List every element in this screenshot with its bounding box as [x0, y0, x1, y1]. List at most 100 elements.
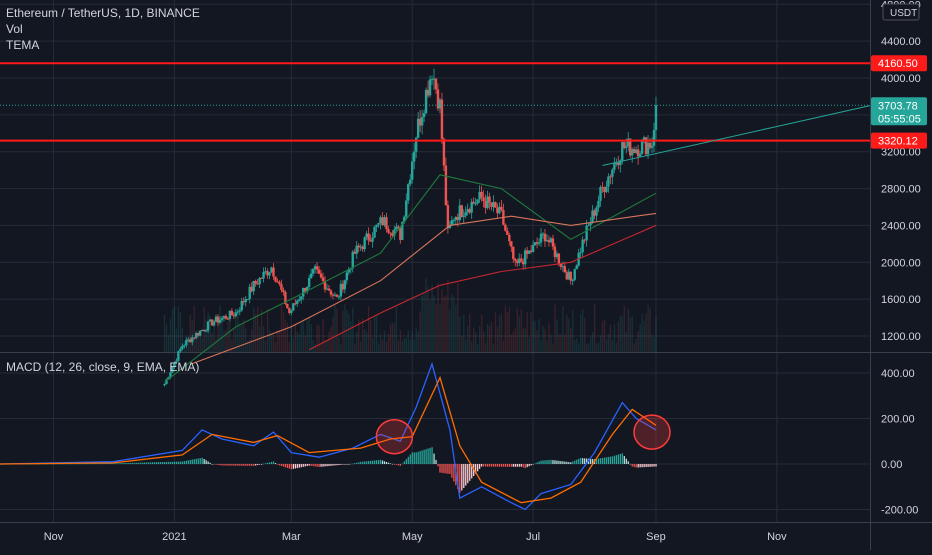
macd-indicator-label[interactable]: MACD (12, 26, close, 9, EMA, EMA): [6, 360, 200, 374]
macd-histogram-bar: [144, 462, 146, 464]
price-axis-tick: 2400.00: [881, 220, 921, 232]
volume-bar: [629, 317, 631, 352]
volume-bar: [441, 289, 443, 352]
candle-body: [559, 263, 563, 267]
candle-body: [446, 205, 450, 229]
macd-histogram-bar: [439, 464, 441, 473]
macd-histogram-bar: [625, 458, 627, 464]
candle-body: [351, 251, 354, 269]
crossover-circle-2: [633, 414, 671, 450]
currency-badge[interactable]: [882, 3, 920, 21]
volume-bar: [266, 308, 269, 352]
macd-histogram-bar: [266, 462, 269, 464]
volume-bar: [635, 338, 637, 352]
volume-bar: [201, 337, 203, 352]
candle-body: [521, 261, 525, 265]
volume-bar: [215, 338, 217, 352]
volume-bar: [447, 279, 449, 352]
volume-bar: [421, 295, 423, 352]
macd-histogram-bar: [308, 464, 310, 466]
candle-body: [226, 318, 230, 320]
candle-body: [341, 283, 345, 290]
volume-bar: [205, 319, 207, 352]
volume-bar: [167, 334, 170, 352]
macd-histogram-bar: [605, 457, 608, 464]
candle-body: [363, 237, 366, 250]
macd-histogram-bar: [401, 463, 404, 465]
macd-histogram-bar: [247, 464, 249, 466]
candle-body: [613, 163, 616, 170]
candle-body: [371, 237, 374, 242]
macd-histogram-bar: [239, 464, 241, 466]
macd-histogram-bar: [150, 462, 152, 464]
candle-body: [462, 215, 465, 217]
macd-histogram-bar: [546, 460, 548, 464]
candle-body: [315, 266, 319, 270]
volume-bar: [465, 339, 467, 352]
candle-body: [240, 301, 243, 311]
macd-histogram-bar: [433, 453, 435, 464]
volume-bar: [486, 324, 489, 352]
macd-histogram-bar: [320, 464, 322, 467]
volume-bar: [461, 335, 463, 352]
volume-bar: [649, 308, 651, 352]
macd-histogram-bar: [245, 464, 247, 466]
macd-histogram-bar: [282, 464, 285, 467]
macd-histogram-bar: [352, 463, 354, 465]
macd-histogram-bar: [207, 461, 209, 464]
volume-bar: [264, 340, 267, 352]
candle-body: [220, 317, 224, 320]
macd-histogram-bar: [102, 463, 104, 465]
candle-body: [555, 253, 559, 258]
volume-bar: [320, 343, 322, 352]
candle-body: [335, 294, 339, 297]
macd-histogram-bar: [300, 464, 302, 468]
volume-bar: [316, 324, 318, 352]
candle-body: [533, 242, 537, 245]
volume-bar: [233, 328, 235, 352]
candle-body: [452, 219, 456, 221]
volume-bar: [350, 321, 352, 352]
volume-indicator-label[interactable]: Vol: [6, 22, 23, 36]
candle-body: [189, 339, 192, 343]
volume-bar: [631, 315, 633, 352]
volume-bar: [566, 315, 568, 352]
candle-body: [280, 284, 283, 290]
macd-line: [0, 361, 657, 511]
macd-histogram-bar: [322, 464, 324, 467]
volume-bar: [356, 331, 358, 352]
macd-histogram-bar: [554, 460, 556, 464]
macd-histogram-bar: [621, 453, 623, 464]
volume-bar: [395, 306, 398, 352]
symbol-title[interactable]: Ethereum / TetherUS, 1D, BINANCE: [6, 6, 200, 20]
macd-histogram-bar: [498, 464, 501, 467]
candle-body: [630, 149, 634, 156]
candle-body: [482, 197, 485, 201]
volume-bar: [221, 319, 223, 352]
time-axis-label: Nov: [767, 531, 787, 543]
macd-histogram-bar: [651, 464, 653, 467]
candle-body: [198, 330, 202, 336]
volume-bar: [241, 322, 243, 352]
volume-bar: [597, 343, 600, 352]
candle-body: [450, 220, 454, 226]
candle-body: [323, 280, 327, 290]
volume-bar: [647, 305, 649, 352]
macd-histogram-bar: [451, 464, 453, 478]
macd-histogram-bar: [106, 463, 108, 465]
macd-histogram-bar: [324, 464, 326, 467]
macd-histogram-bar: [584, 458, 586, 464]
macd-histogram-bar: [157, 462, 160, 464]
macd-histogram-bar: [619, 453, 621, 464]
macd-histogram-bar: [181, 461, 184, 464]
macd-histogram-bar: [550, 459, 552, 464]
volume-bar: [312, 340, 314, 352]
volume-bar: [651, 334, 653, 352]
macd-histogram-bar: [257, 464, 259, 466]
macd-histogram-bar: [132, 462, 134, 464]
candle-body: [418, 118, 422, 126]
volume-bar: [578, 343, 580, 352]
tema-indicator-label[interactable]: TEMA: [6, 38, 40, 52]
